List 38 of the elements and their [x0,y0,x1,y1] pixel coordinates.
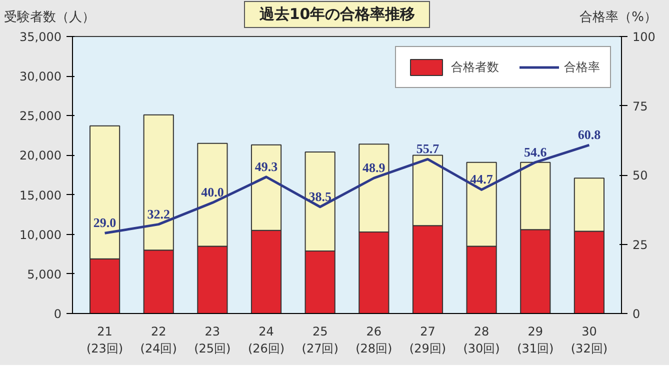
data-label: 38.5 [308,188,332,204]
y2-axis-title: 合格率（%） [580,9,657,28]
y-tick-label: 10,000 [20,228,62,242]
data-label: 44.7 [470,172,494,187]
data-label: 49.3 [254,158,278,174]
y2-tick-label: 0 [632,307,640,321]
x-tick-label: 21 (23回) [86,324,124,356]
data-label: 48.9 [362,160,386,176]
data-label: 40.0 [201,184,224,200]
x-tick-label: 26 (28回) [356,324,392,356]
data-label: 32.2 [147,206,170,222]
y2-tick-label: 50 [632,168,648,182]
y2-tick-label: 75 [632,99,648,114]
x-tick-label: 29 (31回) [517,324,554,356]
y-axis-title: 受験者数（人） [4,9,95,28]
y2-tick-label: 100 [632,30,656,44]
y-tick-label: 15,000 [20,188,62,202]
y-tick-label: 0 [54,307,62,321]
data-label: 54.6 [524,144,548,160]
data-label: 60.8 [578,127,602,142]
x-tick-label: 24 (26回) [248,324,285,356]
y-tick-label: 25,000 [20,109,62,124]
x-tick-label: 25 (27回) [302,324,338,356]
chart-title: 過去10年の合格率推移 [244,0,430,28]
y2-tick-label: 25 [632,238,648,252]
x-tick-label: 28 (30回) [463,324,500,356]
data-label: 55.7 [416,141,440,156]
y-tick-label: 30,000 [20,70,62,84]
x-tick-label: 27 (29回) [409,324,446,356]
y-tick-label: 5,000 [27,267,62,282]
legend-label: 合格者数 [451,58,499,76]
x-tick-label: 22 (24回) [140,324,177,356]
data-label: 29.0 [93,215,116,230]
y-tick-label: 35,000 [20,30,62,44]
x-tick-label: 30 (32回) [570,324,608,356]
x-tick-label: 23 (25回) [194,324,231,356]
y-tick-label: 20,000 [20,148,62,163]
legend-label: 合格率 [564,58,600,76]
